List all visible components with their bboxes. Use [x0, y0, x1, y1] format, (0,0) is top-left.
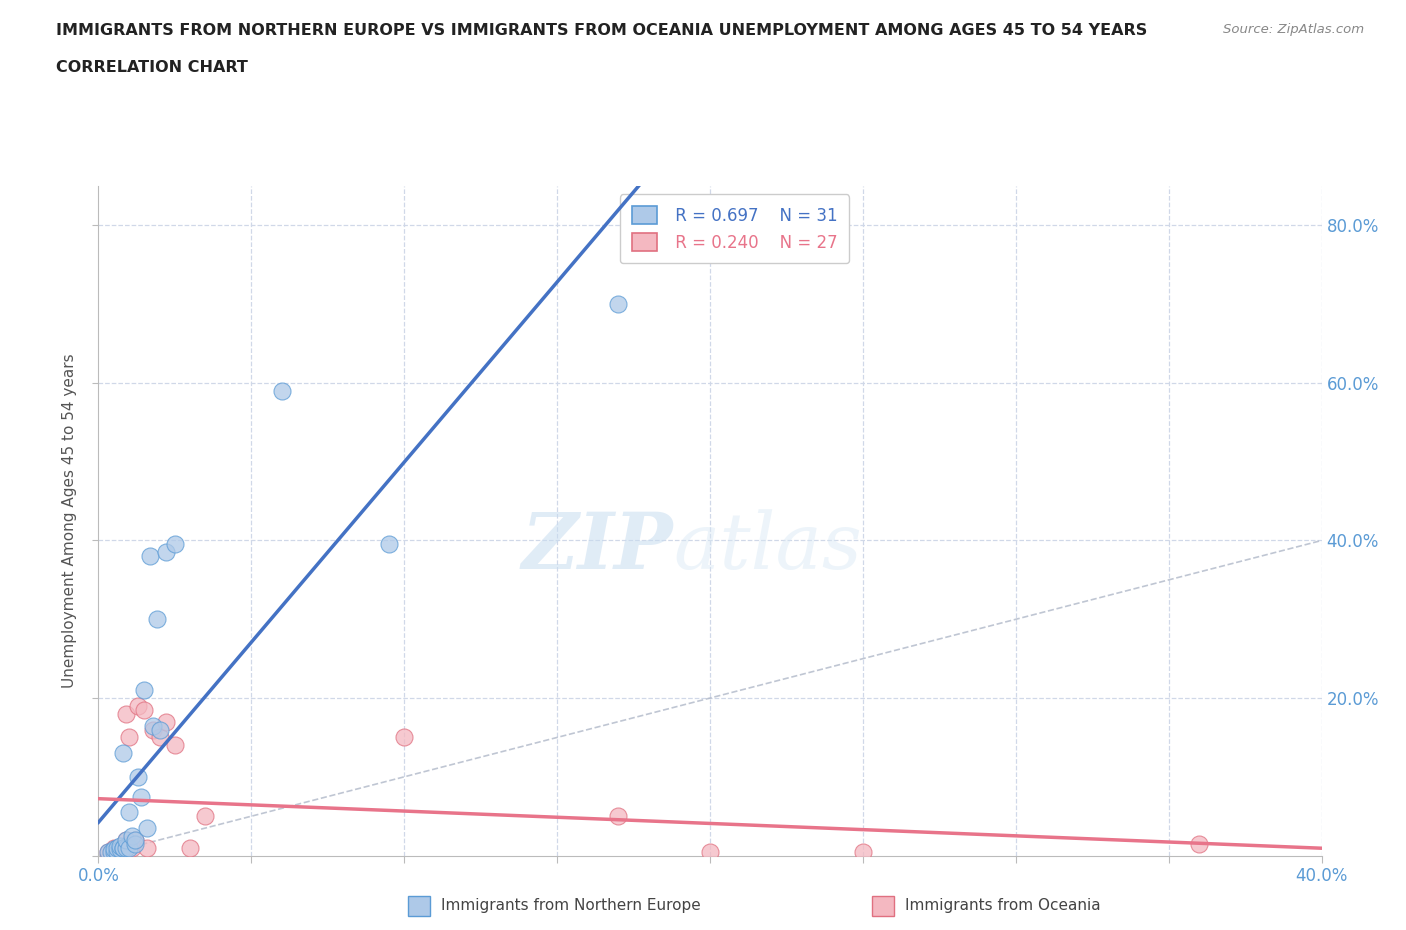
Point — [155, 714, 177, 729]
Point — [111, 841, 134, 856]
Point — [1188, 836, 1211, 851]
Point — [115, 832, 138, 847]
Point — [118, 804, 141, 819]
Point — [105, 844, 128, 859]
Point — [134, 683, 156, 698]
Point — [194, 809, 217, 824]
Point — [124, 836, 146, 851]
Point — [108, 844, 131, 859]
Point — [699, 844, 721, 859]
Point — [118, 836, 141, 851]
Point — [103, 842, 125, 857]
Point — [103, 844, 125, 859]
Point — [129, 789, 152, 804]
Point — [105, 841, 128, 856]
Point — [124, 832, 146, 847]
Point — [97, 844, 120, 859]
Point — [111, 746, 134, 761]
Text: CORRELATION CHART: CORRELATION CHART — [56, 60, 247, 75]
Point — [115, 832, 138, 847]
Point — [163, 737, 186, 752]
Point — [127, 698, 149, 713]
Point — [105, 844, 128, 859]
Point — [179, 841, 201, 856]
Point — [270, 383, 292, 398]
Point — [852, 844, 875, 859]
Point — [115, 707, 138, 722]
Point — [392, 730, 416, 745]
Point — [105, 841, 128, 856]
Point — [118, 841, 141, 856]
Point — [607, 809, 630, 824]
Text: atlas: atlas — [673, 510, 862, 586]
Point — [118, 730, 141, 745]
Point — [111, 841, 134, 856]
Point — [108, 839, 131, 854]
Point — [607, 297, 630, 312]
Text: ZIP: ZIP — [522, 510, 673, 586]
Point — [115, 841, 138, 856]
Point — [108, 842, 131, 857]
Point — [155, 545, 177, 560]
Point — [121, 829, 143, 844]
Text: Source: ZipAtlas.com: Source: ZipAtlas.com — [1223, 23, 1364, 36]
Point — [163, 537, 186, 551]
Point — [139, 549, 162, 564]
Point — [142, 718, 165, 733]
Point — [145, 612, 167, 627]
Point — [97, 844, 120, 859]
Text: Immigrants from Northern Europe: Immigrants from Northern Europe — [441, 898, 702, 913]
Text: Immigrants from Oceania: Immigrants from Oceania — [905, 898, 1101, 913]
Point — [378, 537, 401, 551]
Point — [111, 841, 134, 856]
Point — [134, 702, 156, 717]
Point — [124, 832, 146, 847]
Point — [121, 841, 143, 856]
Text: IMMIGRANTS FROM NORTHERN EUROPE VS IMMIGRANTS FROM OCEANIA UNEMPLOYMENT AMONG AG: IMMIGRANTS FROM NORTHERN EUROPE VS IMMIG… — [56, 23, 1147, 38]
Point — [136, 841, 159, 856]
Point — [136, 820, 159, 835]
Point — [127, 769, 149, 784]
Y-axis label: Unemployment Among Ages 45 to 54 years: Unemployment Among Ages 45 to 54 years — [62, 353, 77, 688]
Point — [149, 730, 172, 745]
Point — [103, 841, 125, 856]
Point — [149, 722, 172, 737]
Point — [100, 844, 122, 859]
Point — [100, 844, 122, 859]
Point — [142, 722, 165, 737]
Legend:  R = 0.697    N = 31,  R = 0.240    N = 27: R = 0.697 N = 31, R = 0.240 N = 27 — [620, 194, 849, 263]
